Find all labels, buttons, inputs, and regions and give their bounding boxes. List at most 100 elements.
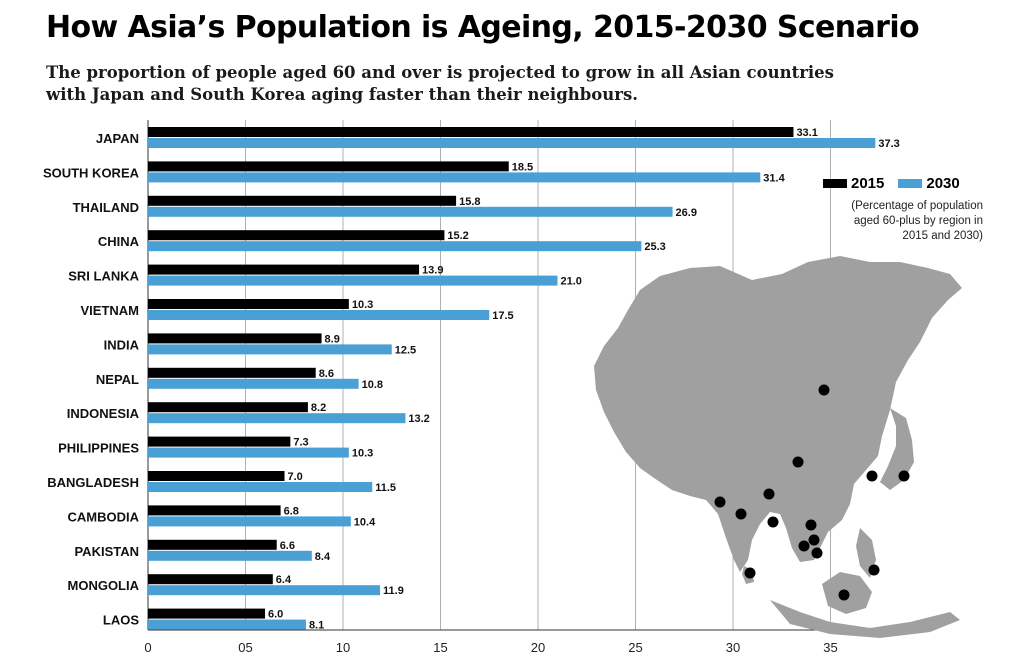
country-marker-dot [792,456,804,468]
category-label: LAOS [103,613,139,628]
legend-label-2030: 2030 [926,174,960,192]
value-label-2015: 6.6 [280,540,295,552]
country-marker-dot [714,496,726,508]
x-tick-label: 30 [726,640,740,655]
bar-2015 [148,436,291,447]
value-label-2030: 10.3 [352,448,373,460]
legend-note-line-1: (Percentage of population [851,200,983,212]
category-label: THAILAND [73,200,139,215]
bar-2015 [148,471,285,481]
bar-2015 [148,574,273,585]
country-marker-dot [868,564,880,576]
country-marker-dot [811,547,823,559]
x-tick-label: 20 [531,640,545,655]
value-label-2015: 6.4 [276,574,292,586]
x-tick-label: 10 [336,640,350,655]
value-label-2015: 7.0 [288,471,303,483]
country-marker-dot [808,534,820,546]
bar-2030 [148,585,381,596]
indonesia-islands [770,600,960,638]
bar-2030 [148,482,373,492]
value-label-2015: 8.9 [325,333,340,345]
country-marker-dot [735,508,747,520]
bar-2030 [148,413,406,424]
country-marker-dot [767,516,779,528]
value-label-2015: 15.2 [447,230,468,242]
legend-note-line-3: 2015 and 2030) [902,230,983,242]
legend-swatch-2030 [898,178,923,188]
country-marker-dot [866,470,878,482]
value-label-2015: 33.1 [796,127,817,139]
legend-note: (Percentage of population aged 60-plus b… [823,199,983,244]
value-label-2030: 31.4 [763,172,785,184]
category-label: PHILIPPINES [58,441,139,456]
subtitle-line-2: with Japan and South Korea aging faster … [46,85,639,104]
chart-title: How Asia’s Population is Ageing, 2015-20… [46,10,920,45]
category-label: MONGOLIA [68,578,140,593]
value-label-2015: 18.5 [512,161,533,173]
legend-label-2015: 2015 [851,174,885,192]
bar-2030 [148,138,876,148]
chart-subtitle: The proportion of people aged 60 and ove… [46,62,846,106]
value-label-2030: 12.5 [395,344,416,356]
bar-2030 [148,344,392,355]
country-marker-dot [744,567,756,579]
country-marker-dot [798,540,810,552]
country-marker-dot [805,519,817,531]
category-label: CHINA [98,234,140,249]
bar-2030 [148,447,349,458]
value-label-2030: 21.0 [561,276,582,288]
bar-2030 [148,550,312,561]
asia-landmass [594,256,962,572]
category-label: CAMBODIA [68,509,140,524]
country-marker-dot [838,589,850,601]
value-label-2015: 6.8 [284,505,299,517]
category-label: VIETNAM [81,303,140,318]
subtitle-line-1: The proportion of people aged 60 and ove… [46,63,834,82]
x-tick-label: 35 [823,640,837,655]
category-label: NEPAL [96,372,139,387]
bar-2030 [148,275,558,286]
bar-2030 [148,206,673,217]
x-tick-label: 25 [628,640,642,655]
value-label-2015: 15.8 [459,196,480,208]
value-label-2030: 8.4 [315,551,331,563]
legend: 2015 2030 (Percentage of population aged… [823,173,983,244]
bar-2015 [148,367,316,378]
legend-swatch-2015 [823,178,847,188]
category-label: INDONESIA [67,406,140,421]
value-label-2030: 8.1 [309,620,324,632]
bar-2030 [148,619,306,630]
bar-2015 [148,264,420,275]
bar-2015 [148,402,308,413]
bar-2015 [148,608,265,619]
country-marker-dot [818,384,830,396]
value-label-2030: 11.5 [375,482,396,494]
category-label: INDIA [104,337,140,352]
value-label-2030: 17.5 [492,310,513,322]
value-label-2030: 10.8 [362,379,383,391]
value-label-2030: 37.3 [878,138,899,150]
category-label: SOUTH KOREA [43,165,140,180]
x-tick-label: 0 [144,640,151,655]
bar-2030 [148,378,359,389]
value-label-2030: 13.2 [408,413,429,425]
legend-note-line-2: aged 60-plus by region in [853,215,983,227]
country-marker-dot [763,488,775,500]
country-markers [714,384,910,601]
value-label-2015: 6.0 [268,609,283,621]
country-marker-dot [898,470,910,482]
bar-2015 [148,505,281,516]
bar-2015 [148,299,349,309]
bar-2015 [148,127,794,137]
category-label: JAPAN [96,131,139,146]
asia-map [594,256,962,638]
category-label: BANGLADESH [47,475,139,490]
x-tick-label: 15 [433,640,447,655]
value-label-2015: 7.3 [293,437,308,449]
bar-2030 [148,310,490,320]
value-label-2015: 8.2 [311,402,326,414]
category-label: SRI LANKA [68,269,139,284]
bar-2030 [148,241,642,252]
